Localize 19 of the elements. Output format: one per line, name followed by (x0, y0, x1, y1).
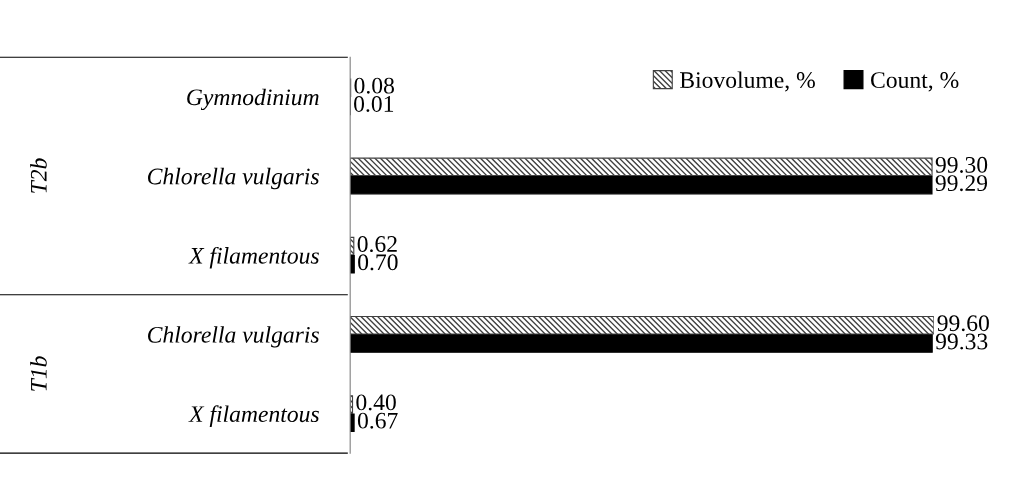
data-label: 99.60 (937, 315, 989, 332)
legend-label: Biovolume, % (680, 71, 815, 92)
y-tick-label: X filamentous (188, 405, 319, 427)
data-label: 0.08 (354, 77, 394, 94)
data-label: 99.29 (935, 175, 988, 192)
data-label: 0.67 (357, 412, 398, 429)
data-label: 0.70 (358, 254, 398, 271)
data-label: 99.30 (935, 156, 988, 173)
y-tick-label: Chlorella vulgaris (148, 326, 319, 348)
y-tick-label: X filamentous (188, 246, 319, 269)
y-tick-label: Chlorella vulgaris (148, 167, 319, 190)
data-label: 0.40 (356, 394, 396, 411)
data-label: 0.01 (354, 95, 394, 112)
text: T1b (30, 356, 47, 391)
data-label: 0.62 (357, 236, 397, 253)
data-label: 99.33 (935, 333, 988, 350)
y-tick-label: Gymnodinium (187, 88, 319, 111)
text: T2b (30, 158, 47, 193)
legend-label: Count, % (871, 72, 959, 92)
